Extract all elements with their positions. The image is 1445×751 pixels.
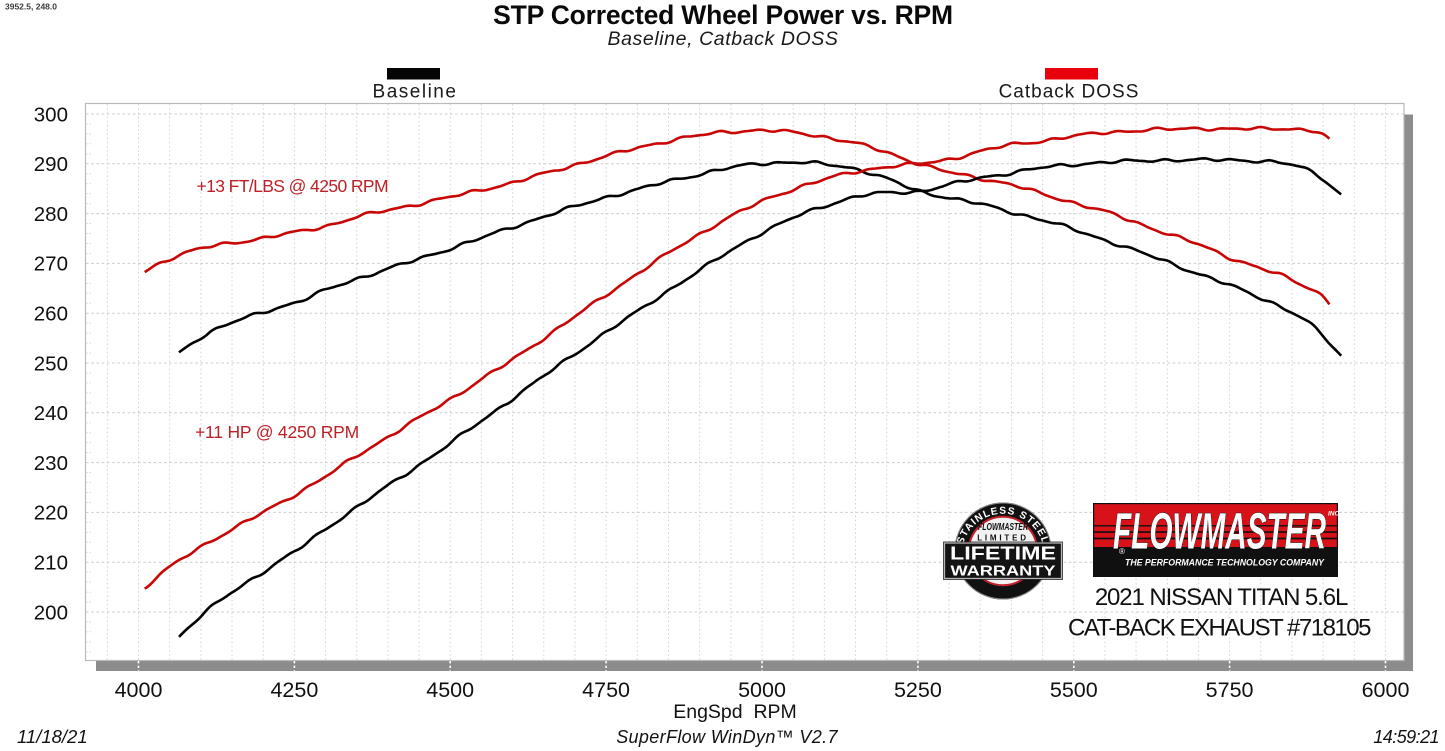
svg-text:5000: 5000 xyxy=(738,678,786,702)
svg-text:3952.5, 248.0: 3952.5, 248.0 xyxy=(5,2,57,12)
svg-text:STP Corrected Wheel Power vs.: STP Corrected Wheel Power vs. RPM xyxy=(493,0,953,30)
svg-text:11/18/21: 11/18/21 xyxy=(17,726,88,747)
svg-text:6000: 6000 xyxy=(1362,678,1410,702)
svg-text:280: 280 xyxy=(34,203,68,226)
svg-text:FLOWMASTER: FLOWMASTER xyxy=(978,522,1029,533)
svg-text:290: 290 xyxy=(34,153,68,176)
svg-text:LIFETIME: LIFETIME xyxy=(950,543,1056,564)
svg-text:220: 220 xyxy=(34,502,68,525)
svg-text:LIMITED: LIMITED xyxy=(977,534,1029,543)
svg-text:®: ® xyxy=(1119,547,1125,556)
svg-text:5750: 5750 xyxy=(1206,678,1254,702)
svg-text:Baseline, Catback DOSS: Baseline, Catback DOSS xyxy=(607,28,838,50)
svg-text:THE PERFORMANCE TECHNOLOGY COM: THE PERFORMANCE TECHNOLOGY COMPANY xyxy=(1125,558,1325,569)
svg-text:230: 230 xyxy=(34,452,68,475)
svg-text:270: 270 xyxy=(34,253,68,276)
svg-text:WARRANTY: WARRANTY xyxy=(951,563,1056,580)
svg-text:SuperFlow WinDyn™ V2.7: SuperFlow WinDyn™ V2.7 xyxy=(616,727,838,747)
svg-text:300: 300 xyxy=(34,103,68,126)
svg-text:250: 250 xyxy=(34,352,68,375)
svg-text:+13 FT/LBS @ 4250 RPM: +13 FT/LBS @ 4250 RPM xyxy=(197,176,388,196)
svg-text:14:59:21: 14:59:21 xyxy=(1373,727,1439,747)
svg-text:260: 260 xyxy=(34,303,68,326)
svg-text:FLOWMASTER: FLOWMASTER xyxy=(1113,503,1326,560)
svg-text:210: 210 xyxy=(34,552,68,575)
svg-text:5250: 5250 xyxy=(894,678,942,702)
svg-text:4000: 4000 xyxy=(115,678,163,702)
svg-text:2021 NISSAN TITAN 5.6L: 2021 NISSAN TITAN 5.6L xyxy=(1095,584,1348,611)
svg-text:240: 240 xyxy=(34,402,68,425)
svg-text:INC.: INC. xyxy=(1328,511,1341,518)
svg-text:4750: 4750 xyxy=(582,678,630,702)
svg-text:5500: 5500 xyxy=(1050,678,1098,702)
svg-text:4250: 4250 xyxy=(270,678,318,702)
svg-text:4500: 4500 xyxy=(426,678,474,702)
svg-text:CAT-BACK EXHAUST #718105: CAT-BACK EXHAUST #718105 xyxy=(1068,615,1371,642)
svg-text:+11 HP @ 4250 RPM: +11 HP @ 4250 RPM xyxy=(195,422,359,442)
svg-text:EngSpd RPM: EngSpd RPM xyxy=(673,701,797,723)
svg-text:Catback DOSS: Catback DOSS xyxy=(999,82,1140,103)
svg-text:200: 200 xyxy=(34,601,68,624)
svg-text:Baseline: Baseline xyxy=(373,82,458,103)
